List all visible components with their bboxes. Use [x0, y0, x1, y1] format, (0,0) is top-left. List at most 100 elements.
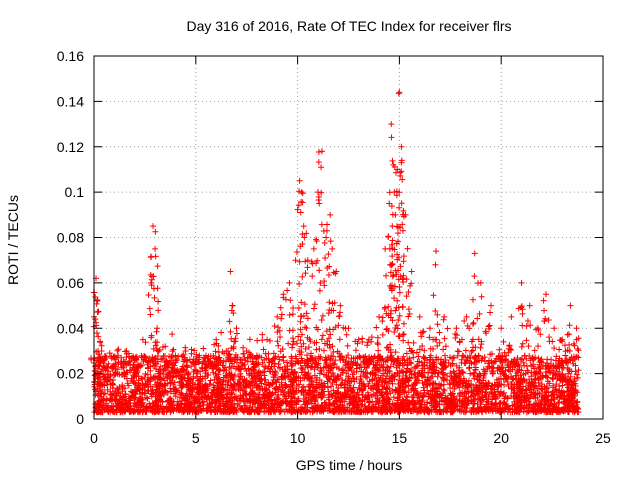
data-point [290, 408, 297, 415]
data-point [518, 343, 525, 350]
data-point [471, 370, 478, 377]
data-point [537, 370, 544, 377]
data-point [447, 408, 454, 415]
data-point [505, 345, 512, 352]
data-point [461, 389, 468, 396]
data-point [111, 390, 118, 397]
data-point [356, 406, 363, 413]
data-point [403, 406, 410, 413]
data-point [293, 407, 300, 414]
data-point [396, 333, 403, 340]
data-point [226, 408, 233, 415]
data-point [148, 332, 155, 339]
data-point [410, 382, 417, 389]
data-point [315, 405, 322, 412]
data-point [270, 350, 277, 357]
data-point [223, 391, 230, 398]
data-point [253, 354, 260, 361]
data-point [517, 356, 524, 363]
data-point [109, 380, 116, 387]
data-point [396, 89, 403, 96]
data-point [142, 406, 149, 413]
data-point [389, 157, 396, 164]
data-point [367, 370, 374, 377]
data-point [262, 350, 269, 357]
data-point [549, 403, 556, 410]
data-point [396, 312, 403, 319]
data-point [151, 362, 158, 369]
data-point [327, 367, 334, 374]
data-point [486, 322, 493, 329]
data-point [215, 386, 222, 393]
data-point [275, 395, 282, 402]
data-point [436, 339, 443, 346]
data-point [339, 402, 346, 409]
data-point [250, 399, 257, 406]
data-point [390, 161, 397, 168]
data-point [461, 317, 468, 324]
data-point [531, 376, 538, 383]
data-point [563, 359, 570, 366]
data-point [403, 293, 410, 300]
data-point [230, 343, 237, 350]
data-point [559, 371, 566, 378]
data-point [228, 372, 235, 379]
data-point [304, 400, 311, 407]
data-point [408, 347, 415, 354]
data-point [394, 325, 401, 332]
data-point [277, 407, 284, 414]
data-point [203, 383, 210, 390]
data-point [114, 386, 121, 393]
data-point [399, 357, 406, 364]
data-point [457, 370, 464, 377]
data-point [323, 364, 330, 371]
data-point [526, 380, 533, 387]
data-point [333, 381, 340, 388]
data-point [320, 347, 327, 354]
data-point [478, 341, 485, 348]
data-point [147, 254, 154, 261]
data-point [289, 341, 296, 348]
data-point [195, 377, 202, 384]
data-point [346, 396, 353, 403]
data-point [487, 385, 494, 392]
data-point [380, 370, 387, 377]
data-point [151, 356, 158, 363]
data-point [212, 348, 219, 355]
data-point [434, 401, 441, 408]
data-point [310, 383, 317, 390]
data-point [337, 302, 344, 309]
data-point [225, 352, 232, 359]
data-point [150, 273, 157, 280]
x-tick-label: 0 [90, 430, 98, 446]
data-point [183, 390, 190, 397]
data-point [264, 365, 271, 372]
data-point [298, 343, 305, 350]
data-point [157, 397, 164, 404]
data-point [303, 401, 310, 408]
data-point [155, 408, 162, 415]
data-point [375, 341, 382, 348]
data-point [237, 384, 244, 391]
data-point [226, 356, 233, 363]
data-point [469, 336, 476, 343]
data-point [572, 407, 579, 414]
data-point [511, 401, 518, 408]
data-point [318, 380, 325, 387]
data-point [292, 257, 299, 264]
data-point [556, 346, 563, 353]
data-point [92, 371, 99, 378]
data-point [133, 373, 140, 380]
data-point [111, 396, 118, 403]
data-point [508, 381, 515, 388]
data-point [152, 342, 159, 349]
data-point [228, 307, 235, 314]
data-point [495, 384, 502, 391]
data-point [512, 361, 519, 368]
data-point [366, 378, 373, 385]
data-point [234, 381, 241, 388]
data-point [156, 396, 163, 403]
data-point [159, 344, 166, 351]
data-point [271, 323, 278, 330]
data-point [110, 354, 117, 361]
